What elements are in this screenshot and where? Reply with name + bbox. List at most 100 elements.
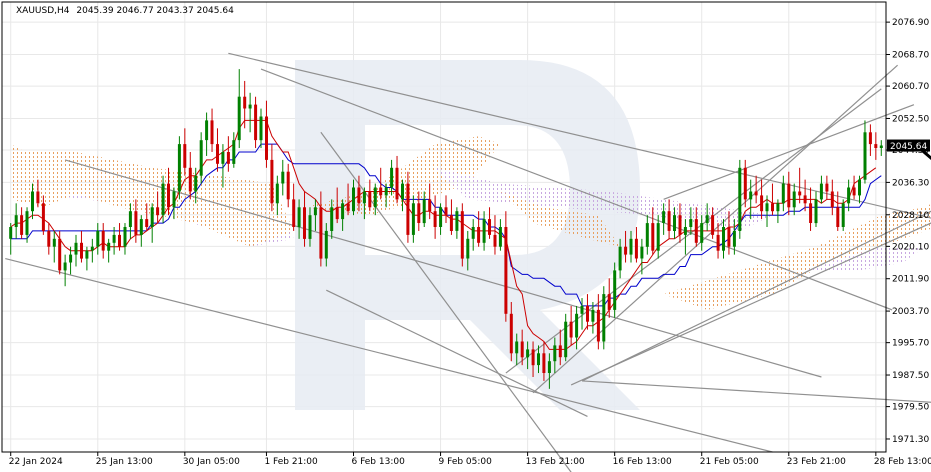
y-tick-label: 1995.70 [892,339,929,349]
candle-body [150,207,154,227]
candle-body [787,183,791,208]
y-tick-label: 2020.10 [892,242,929,252]
candle-body [96,230,100,247]
candle-body [444,207,448,216]
trend-line[interactable] [581,109,931,382]
candle-body [335,207,339,220]
candle-body [172,191,176,208]
candle-body [118,234,121,247]
candle-body [526,349,530,358]
candle-body [607,294,611,310]
candle-body [553,345,557,362]
candle-body [379,187,383,196]
candle-body [722,227,725,251]
candle-body [346,203,350,212]
trend-line[interactable] [5,257,773,453]
candle-body [232,140,236,164]
candle-body [575,313,579,338]
tenkan-sen-line [10,119,877,350]
candle-body [270,159,274,204]
candle-body [760,195,764,212]
candle-body [678,215,682,235]
candle-body [237,96,241,141]
candle-body [259,116,263,141]
x-tick-label: 25 Jan 13:00 [96,457,153,467]
candle-body [531,349,535,366]
candle-body [781,183,785,204]
trend-line[interactable] [581,380,931,413]
candle-body [858,179,861,196]
forecast-arrows[interactable] [918,18,931,188]
trend-line[interactable] [532,64,899,394]
candle-body [308,215,312,239]
candle-body [700,223,704,243]
candle-body [145,219,149,227]
candle-body [156,207,160,216]
candle-body [101,230,105,251]
candle-body [297,207,301,227]
candle-body [41,203,45,231]
trend-line[interactable] [64,159,822,378]
candle-body [411,203,415,235]
candle-body [395,167,399,200]
candle-body [477,227,481,243]
candle-body [825,183,829,192]
candle-body [460,211,464,259]
candle-body [689,219,693,227]
candle-body [324,230,328,259]
x-tick-label: 21 Feb 05:00 [700,457,759,467]
trend-line[interactable] [320,131,577,472]
candle-body [449,215,453,231]
trend-line[interactable] [228,52,931,262]
candle-body [439,207,443,227]
candle-body [868,132,872,145]
ohlc-label: 2045.39 2046.77 2043.37 2045.64 [76,6,234,16]
y-tick-label: 2068.70 [892,51,929,61]
trend-line[interactable] [260,68,893,311]
candle-body [662,211,666,223]
trend-line[interactable] [326,289,588,418]
trend-line[interactable] [570,140,931,386]
candle-body [417,203,421,223]
candle-body [303,207,306,239]
current-price-tag [887,139,930,152]
candle-body [493,234,497,247]
candle-body [580,305,584,314]
candle-body [716,234,720,251]
candle-body [139,219,143,235]
candle-body [694,219,698,243]
candle-body [74,242,78,255]
candle-body [586,305,589,322]
candle-body [515,341,519,354]
candle-body [624,246,628,255]
candle-body [14,215,18,227]
candle-body [177,144,181,192]
trend-line[interactable] [663,104,915,200]
candle-body [433,211,437,227]
trend-lines[interactable] [5,52,931,472]
candle-body [134,211,138,235]
candle-body [281,171,285,184]
candle-body [520,341,524,358]
candle-body [313,207,317,216]
y-tick-label: 1987.50 [892,371,929,381]
candle-body [226,152,230,164]
candle-body [362,191,366,204]
x-tick-label: 13 Feb 21:00 [526,457,585,467]
candle-body [292,199,296,227]
candle-body [357,187,361,204]
candle-body [847,187,851,204]
candle-body [591,309,595,322]
forecast-arrow-down[interactable] [918,146,931,186]
candle-body [558,345,562,358]
candle-body [330,207,334,231]
candle-body [221,152,225,164]
candle-body [466,238,470,259]
candle-body [80,242,83,259]
x-tick-label: 16 Feb 13:00 [613,457,672,467]
candle-body [373,187,377,208]
candle-body [667,211,671,231]
